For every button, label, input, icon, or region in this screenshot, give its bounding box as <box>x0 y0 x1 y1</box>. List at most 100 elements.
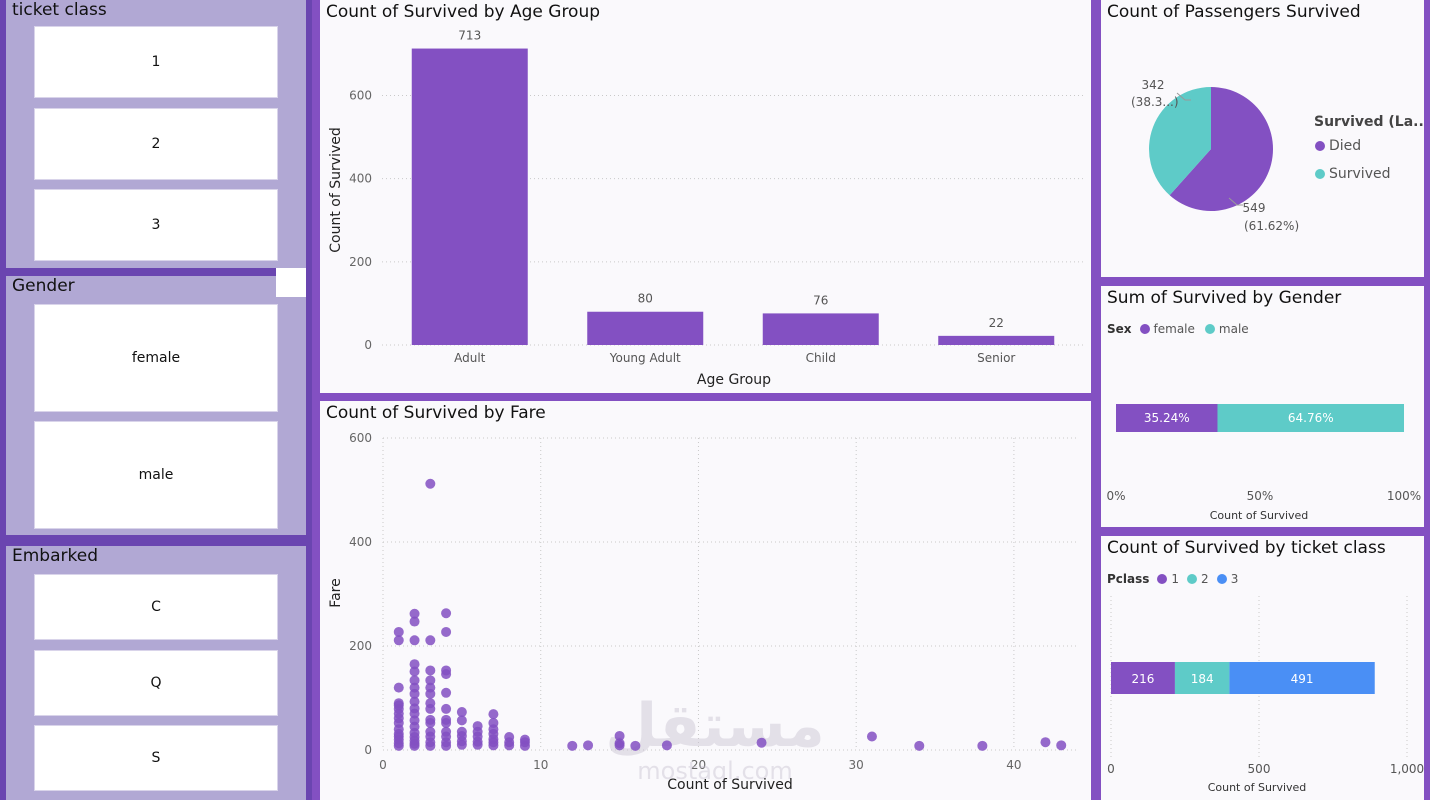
fare-watermark: مستقل mostaql.com <box>605 691 824 785</box>
gender-option-male[interactable]: male <box>34 421 278 529</box>
ticket-class-legend-1[interactable]: 1 <box>1171 572 1180 586</box>
fare-point <box>409 659 420 670</box>
pie-chart-title: Count of Passengers Survived <box>1107 2 1361 22</box>
fare-point <box>472 721 483 732</box>
class-bar-segment <box>1174 662 1230 694</box>
class-bar-label: 491 <box>1291 672 1314 686</box>
fare-x-tick-label: 0 <box>379 758 387 772</box>
gender-x-tick-label: 100% <box>1387 489 1421 503</box>
fare-point <box>614 730 625 741</box>
fare-point <box>441 608 452 619</box>
gender-bar-segment <box>1116 404 1218 432</box>
pie-slice <box>1169 87 1273 211</box>
age-x-tick-label: Adult <box>454 351 486 365</box>
fare-point <box>756 737 767 748</box>
pie-label-survived-value: 342 <box>1142 78 1165 92</box>
age-x-axis-title: Age Group <box>697 372 771 388</box>
class-3-swatch-icon <box>1216 574 1227 584</box>
ticket-class-slicer: ticket class 1 2 3 <box>6 0 306 268</box>
age-bar <box>411 48 528 345</box>
fare-point <box>441 665 452 676</box>
fare-point <box>409 696 420 707</box>
fare-point <box>425 478 436 489</box>
ticket-class-slicer-title: ticket class <box>12 0 107 20</box>
watermark-latin: mostaql.com <box>637 757 792 785</box>
slicer-tab <box>276 268 306 297</box>
fare-point <box>441 626 452 637</box>
gender-bars: 35.24% 64.76% <box>1116 404 1404 432</box>
fare-point <box>425 726 436 737</box>
fare-point <box>393 682 404 693</box>
pie-leader-survived <box>1176 92 1191 101</box>
fare-point <box>488 717 499 728</box>
class-x-axis-title: Count of Survived <box>1208 781 1307 794</box>
fare-point <box>630 740 641 751</box>
fare-x-tick-label: 20 <box>691 758 706 772</box>
pie-legend-died[interactable]: Died <box>1315 138 1361 154</box>
pie-label-died-pct: (61.62%) <box>1244 219 1299 233</box>
age-y-axis-title: Count of Survived <box>328 127 344 252</box>
fare-point <box>456 715 467 726</box>
fare-point <box>425 682 436 693</box>
embarked-option-s[interactable]: S <box>34 725 278 791</box>
age-x-tick-label: Young Adult <box>609 351 681 365</box>
male-swatch-icon <box>1204 324 1215 334</box>
fare-point <box>519 734 530 745</box>
fare-x-axis-title: Count of Survived <box>667 777 792 793</box>
survived-swatch-icon <box>1315 169 1325 179</box>
class-ticks: 0 500 1,000 <box>1107 762 1424 776</box>
fare-point <box>425 665 436 676</box>
ticket-class-chart-panel: Count of Survived by ticket class Pclass… <box>1101 536 1424 800</box>
embarked-option-c[interactable]: C <box>34 574 278 640</box>
class-1-swatch-icon <box>1157 574 1168 584</box>
ticket-class-legend-3[interactable]: 3 <box>1230 572 1239 586</box>
fare-point <box>393 635 404 646</box>
age-bar-value-label: 22 <box>989 316 1004 330</box>
gender-legend-male[interactable]: male <box>1218 322 1249 336</box>
gender-ticks: 0% 50% 100% <box>1106 489 1421 503</box>
fare-point <box>456 707 467 718</box>
female-swatch-icon <box>1139 324 1150 334</box>
fare-point <box>488 709 499 720</box>
age-x-tick-label: Senior <box>977 351 1015 365</box>
ticket-class-chart-title: Count of Survived by ticket class <box>1107 538 1386 558</box>
fare-point <box>441 687 452 698</box>
age-bar <box>762 313 879 345</box>
fare-scatter-chart: 0 200 400 600 0 10 20 30 40 مستقل mostaql.com Co… <box>328 431 1077 793</box>
embarked-option-q[interactable]: Q <box>34 650 278 716</box>
age-group-chart-panel: Count of Survived by Age Group 0 200 400 60… <box>320 0 1091 393</box>
passengers-survived-panel: Count of Passengers Survived 342 (38.3..… <box>1101 0 1424 277</box>
gender-bar-segment <box>1217 404 1404 432</box>
age-y-tick-label: 0 <box>364 338 372 352</box>
age-bar <box>587 311 704 345</box>
pie-chart: 342 (38.3...) 549 (61.62%) <box>1131 78 1299 233</box>
ticket-class-stacked-bar-chart: 216 184 491 0 500 1,000 Count of Survived <box>1107 596 1424 794</box>
pie-slices <box>1149 87 1273 211</box>
pie-legend-survived[interactable]: Survived <box>1315 166 1390 182</box>
gender-option-female[interactable]: female <box>34 304 278 412</box>
ticket-class-legend-title: Pclass <box>1107 572 1150 586</box>
class-bars: 216 184 491 <box>1111 662 1375 694</box>
ticket-class-option-3[interactable]: 3 <box>34 189 278 261</box>
fare-point <box>614 738 625 749</box>
class-x-tick-label: 500 <box>1248 762 1271 776</box>
gender-stacked-bar-chart: 35.24% 64.76% 0% 50% 100% Count of Survived <box>1106 404 1421 522</box>
fare-point <box>393 698 404 709</box>
gender-legend-title: Sex <box>1107 322 1132 336</box>
gender-slicer: Gender female male <box>6 276 306 535</box>
age-y-tick-label: 400 <box>349 172 372 186</box>
age-labels: 713 Adult 80 Young Adult 76 Child 22 Senior <box>454 29 1015 365</box>
ticket-class-option-1[interactable]: 1 <box>34 26 278 98</box>
died-swatch-icon <box>1315 141 1325 151</box>
fare-point <box>409 616 420 627</box>
pie-legend-died-label: Died <box>1329 138 1362 154</box>
fare-point <box>914 740 925 751</box>
ticket-class-option-2[interactable]: 2 <box>34 108 278 180</box>
gender-bar-label: 35.24% <box>1144 411 1190 425</box>
fare-point <box>504 732 515 742</box>
gender-legend-female[interactable]: female <box>1153 322 1195 336</box>
class-bar-label: 216 <box>1132 672 1155 686</box>
ticket-class-legend-2[interactable]: 2 <box>1201 572 1209 586</box>
fare-point <box>1056 740 1067 751</box>
gender-bar-label: 64.76% <box>1288 411 1334 425</box>
